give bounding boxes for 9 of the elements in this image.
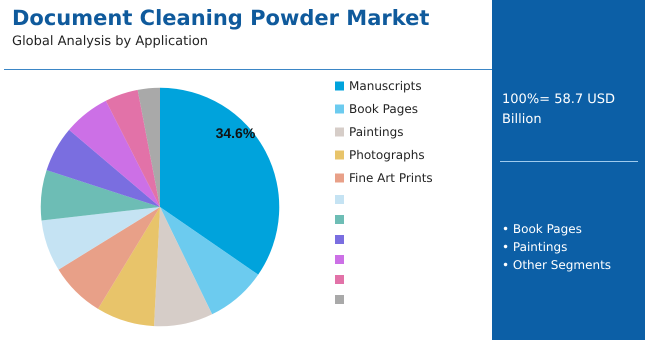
legend-label: Photographs bbox=[349, 148, 425, 162]
chart-title: Document Cleaning Powder Market bbox=[12, 6, 430, 30]
data-label: 34.6% bbox=[216, 124, 256, 141]
legend-label: Paintings bbox=[349, 125, 404, 139]
legend-label: Manuscripts bbox=[349, 79, 422, 93]
chart-subtitle: Global Analysis by Application bbox=[12, 34, 208, 49]
legend-label: Book Pages bbox=[349, 102, 418, 116]
info-panel: 100%= 58.7 USD Billion • Book Pages • Paintings • Other Segments bbox=[492, 0, 645, 340]
legend-label: Fine Art Prints bbox=[349, 171, 433, 185]
